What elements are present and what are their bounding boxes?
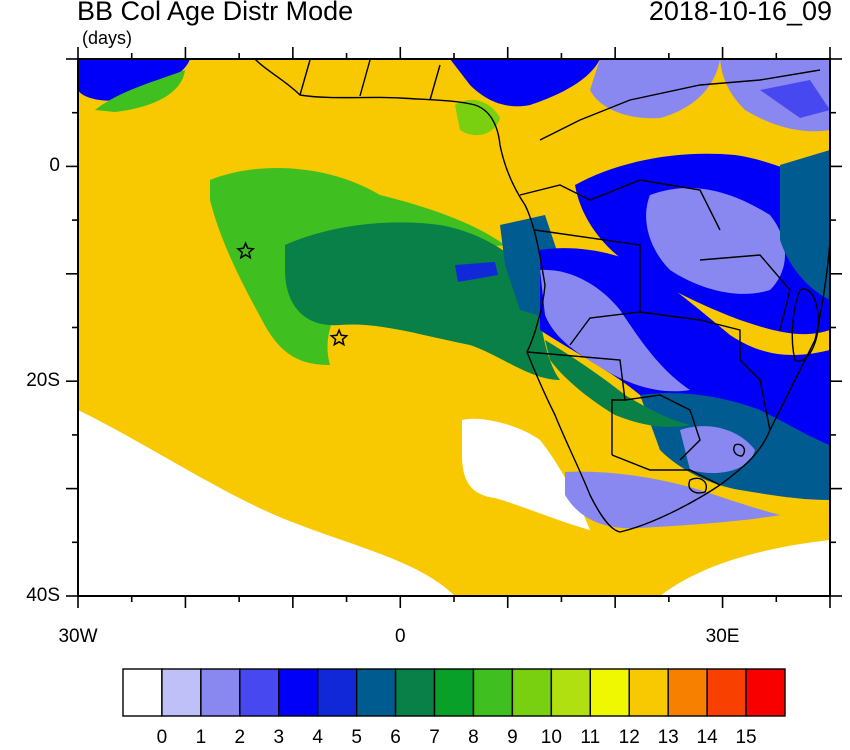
marker-layer [236,241,349,347]
colorbar-label: 7 [429,727,440,748]
field-nw-green [95,70,185,112]
madagascar-coast [791,288,819,362]
field-7-plume [285,222,560,380]
colorbar-swatch [433,668,475,717]
colorbar-label: 14 [696,727,718,748]
colorbar-swatch [161,668,202,717]
coastlines [254,59,830,533]
field-0-sw [660,540,830,596]
colorbar-label: 15 [735,727,757,748]
colorbar-label: 11 [580,727,601,748]
age-field [78,59,830,596]
y-tick-label: 0 [49,155,60,177]
x-tick-label: 0 [394,626,406,647]
colorbar-label: 1 [195,727,207,748]
colorbar-swatch [239,668,280,717]
tick-marks [66,47,842,608]
border-south-africa [611,454,721,486]
colorbar-swatch [472,668,514,717]
colorbar-label: 13 [657,727,679,748]
ascension-island-star-icon [236,241,256,260]
colorbar-label: 4 [312,727,323,748]
border-north [299,59,821,141]
colorbar [122,668,786,717]
colorbar-label: 5 [351,727,362,748]
y-tick-label: 40S [26,585,60,606]
swaziland [733,443,746,457]
lesotho [688,477,707,494]
colorbar-label: 0 [156,727,168,748]
border-zambia [639,311,741,360]
colorbar-label: 9 [507,727,518,748]
y-tick-label: 20S [26,370,60,392]
border-botswana [624,394,701,461]
border-tanzania [699,254,791,331]
field-5-plume [455,262,498,282]
border-mozambique [739,359,771,431]
colorbar-label: 10 [540,727,562,748]
border-congo [519,179,721,231]
colorbar-swatch [355,668,397,717]
colorbar-swatch [278,668,319,717]
colorbar-swatch [628,668,669,717]
units-label: (days) [82,28,133,48]
field-namibia-green [545,340,690,427]
field-10-gulf [455,99,500,136]
colorbar-label: 8 [468,727,479,748]
field-east-teal [780,150,830,300]
colorbar-label: 2 [234,727,246,748]
colorbar-swatch [200,668,241,717]
colorbar-swatch [745,668,786,717]
valid-time-label: 2018-10-16_09 [648,0,832,26]
colorbar-swatch [394,668,436,717]
x-tick-label: 30E [705,626,740,647]
colorbar-swatch [122,668,163,717]
field-nw-blue [78,59,190,101]
plot-title: BB Col Age Distr Mode [77,0,354,26]
colorbar-swatch [667,668,708,717]
colorbar-label: 12 [618,727,640,748]
x-tick-label: 30W [58,626,98,647]
colorbar-label: 3 [273,727,285,748]
colorbar-swatch [706,668,747,717]
colorbar-swatch [317,668,358,717]
st-helena-star-icon [329,328,349,347]
colorbar-swatch [589,668,630,717]
colorbar-swatch [511,668,553,717]
africa-west-coast [254,59,830,533]
field-ne-blue [760,80,830,118]
field-north-blue [450,59,600,107]
colorbar-label: 6 [390,727,401,748]
field-cape-plume [565,471,780,529]
field-0-shadow [462,418,590,530]
field-central-light [646,187,785,294]
colorbar-swatch [550,668,591,717]
field-southern-africa-light [540,269,690,392]
field-0-south [78,410,455,596]
